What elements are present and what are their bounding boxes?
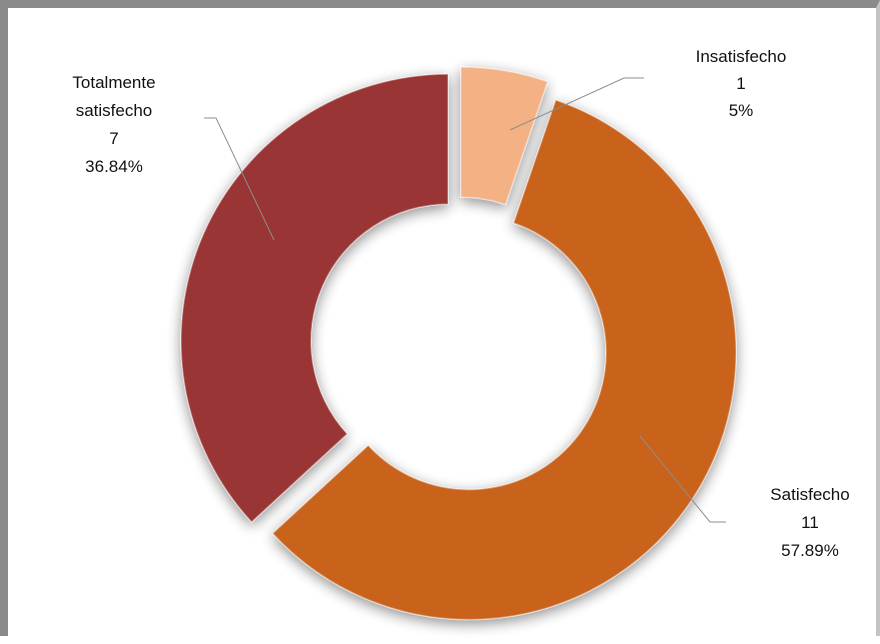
label-insatisfecho-count: 1 [736,74,745,93]
slice-insatisfecho [460,66,549,206]
leader-line-insatisfecho [509,77,644,131]
label-satisfecho-name: Satisfecho [770,485,849,504]
slices-group [180,66,737,621]
label-satisfecho-percent: 57.89% [781,541,839,560]
label-totalmente-count: 7 [109,129,118,148]
label-satisfecho-count: 11 [801,513,819,532]
data-label-insatisfecho: Insatisfecho 1 5% [696,47,787,120]
leader-line-satisfecho [639,435,726,523]
doughnut-chart: Insatisfecho 1 5% Satisfecho 11 57.89% T… [72,47,850,621]
data-label-totalmente-satisfecho: Totalmente satisfecho 7 36.84% [72,73,155,176]
leader-line-totalmente [204,117,275,241]
label-insatisfecho-percent: 5% [729,101,754,120]
label-totalmente-percent: 36.84% [85,157,143,176]
leader-lines [204,77,726,523]
label-totalmente-name-line1: Totalmente [72,73,155,92]
label-insatisfecho-name: Insatisfecho [696,47,787,66]
data-label-satisfecho: Satisfecho 11 57.89% [770,485,849,560]
label-totalmente-name-line2: satisfecho [76,101,153,120]
slice-satisfecho [271,99,737,621]
slice-totalmente-satisfecho [180,73,449,524]
